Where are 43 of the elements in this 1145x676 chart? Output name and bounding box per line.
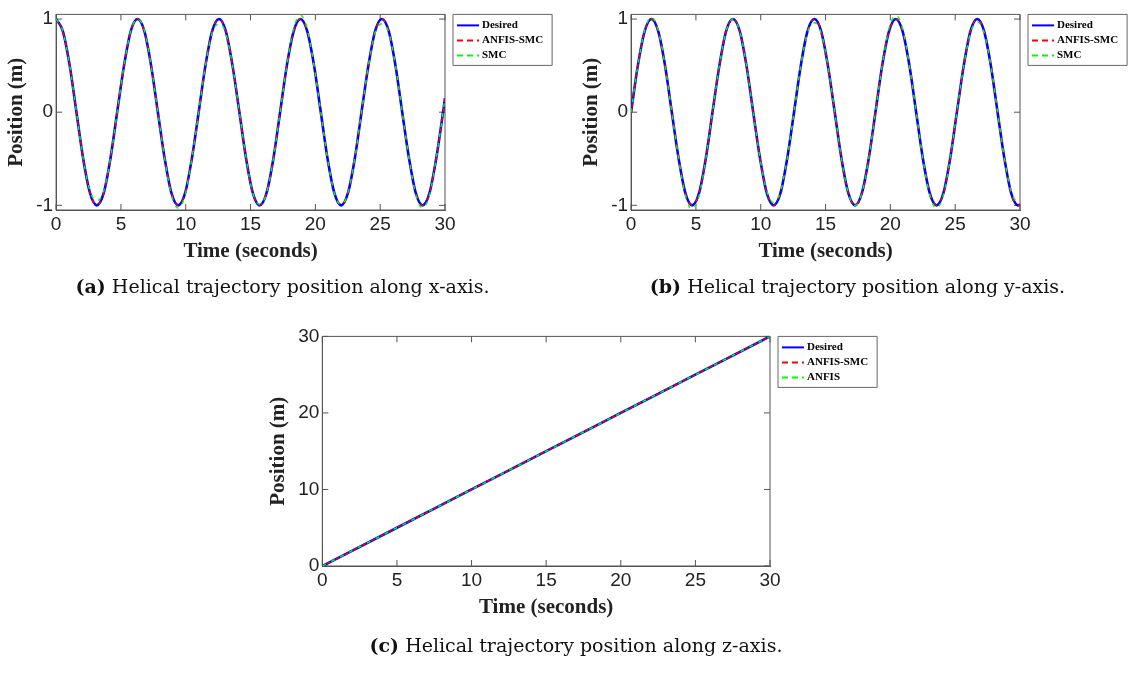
legend-label: SMC bbox=[482, 48, 507, 61]
legend-label: Desired bbox=[1057, 18, 1093, 31]
legend-label: SMC bbox=[1057, 48, 1082, 61]
y-tick-label: 1 bbox=[617, 7, 629, 29]
text: (b) Helical trajectory position along y-axis. bbox=[648, 275, 1067, 297]
x-tick-label: 5 bbox=[391, 568, 403, 590]
legend-label: ANFIS bbox=[807, 370, 841, 383]
y-tick-label: 0 bbox=[617, 100, 629, 122]
y-tick-label: -1 bbox=[611, 193, 629, 215]
y-tick-label: 20 bbox=[298, 401, 320, 423]
x-tick-label: 15 bbox=[814, 212, 837, 234]
y-tick-label: 0 bbox=[42, 100, 54, 122]
x-axis-title: Time (seconds) bbox=[183, 237, 318, 262]
y-tick-label: 30 bbox=[298, 324, 320, 346]
x-axis-title: Time (seconds) bbox=[758, 237, 893, 262]
y-tick-label: -1 bbox=[36, 193, 54, 215]
x-tick-label: 25 bbox=[369, 212, 391, 234]
x-tick-label: 25 bbox=[944, 212, 966, 234]
y-axis-title: Position (m) bbox=[3, 57, 28, 167]
x-tick-label: 30 bbox=[434, 212, 456, 234]
x-tick-label: 30 bbox=[1009, 212, 1031, 234]
x-tick-label: 5 bbox=[690, 212, 702, 234]
legend-label: ANFIS-SMC bbox=[807, 355, 869, 368]
x-tick-label: 15 bbox=[535, 568, 557, 590]
x-tick-label: 20 bbox=[879, 212, 901, 234]
y-tick-label: 1 bbox=[42, 7, 54, 29]
y-axis-title: Position (m) bbox=[578, 57, 603, 167]
x-tick-label: 15 bbox=[239, 212, 262, 234]
legend-label: ANFIS-SMC bbox=[1057, 33, 1119, 46]
y-tick-label: 10 bbox=[298, 477, 320, 499]
y-axis-title: Position (m) bbox=[265, 396, 290, 506]
legend-label: Desired bbox=[482, 18, 518, 31]
x-tick-label: 25 bbox=[684, 568, 706, 590]
x-tick-label: 10 bbox=[175, 212, 197, 234]
x-tick-label: 30 bbox=[759, 568, 781, 590]
x-axis-title: Time (seconds) bbox=[478, 593, 614, 618]
legend-label: Desired bbox=[807, 340, 843, 353]
x-tick-label: 10 bbox=[460, 568, 483, 590]
legend-label: ANFIS-SMC bbox=[482, 33, 544, 46]
x-tick-label: 5 bbox=[115, 212, 127, 234]
text: (a) Helical trajectory position along x-axis. bbox=[74, 275, 491, 297]
text: (c) Helical trajectory position along z-axis. bbox=[368, 634, 784, 656]
x-tick-label: 10 bbox=[750, 212, 772, 234]
